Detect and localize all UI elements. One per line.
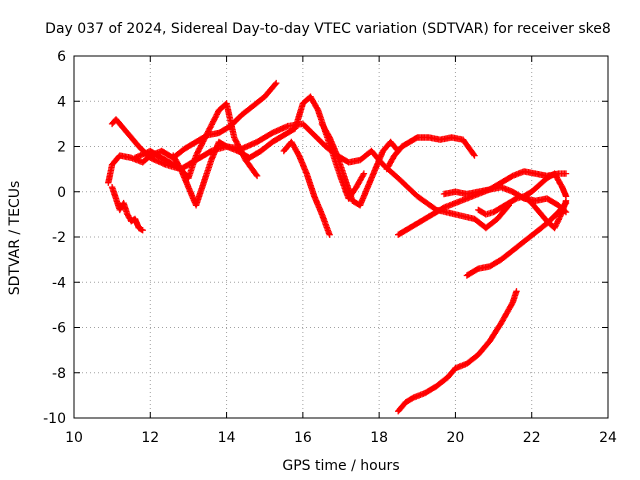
- series-track-c: [108, 184, 146, 234]
- x-tick-label: 12: [141, 430, 159, 446]
- series-track-h: [383, 134, 478, 173]
- series-track-n: [395, 288, 520, 415]
- y-tick-label: 6: [57, 49, 66, 65]
- y-tick-label: -10: [43, 411, 66, 427]
- y-tick-label: -6: [52, 321, 66, 337]
- x-tick-label: 22: [523, 430, 541, 446]
- series-track-a: [105, 79, 280, 186]
- x-tick-label: 10: [65, 430, 83, 446]
- grid: [74, 56, 608, 418]
- y-tick-label: 4: [57, 94, 66, 110]
- series-track-k: [475, 170, 570, 218]
- y-tick-label: -4: [52, 275, 66, 291]
- x-tick-label: 18: [370, 430, 388, 446]
- x-tick-label: 16: [294, 430, 312, 446]
- series-track-m: [520, 193, 570, 232]
- data-series: [105, 79, 570, 415]
- y-tick-label: -2: [52, 230, 66, 246]
- series-track-g: [318, 120, 402, 209]
- x-tick-label: 24: [599, 430, 617, 446]
- x-tick-label: 20: [447, 430, 465, 446]
- series-track-b: [108, 116, 512, 232]
- x-tick-label: 14: [218, 430, 236, 446]
- series-track-f: [280, 138, 333, 238]
- y-axis-label: SDTVAR / TECUs: [7, 181, 23, 296]
- x-axis-label: GPS time / hours: [282, 458, 399, 474]
- chart-title: Day 037 of 2024, Sidereal Day-to-day VTE…: [45, 21, 611, 37]
- y-tick-label: 0: [57, 185, 66, 201]
- y-tick-label: 2: [57, 140, 66, 156]
- y-tick-label: -8: [52, 366, 66, 382]
